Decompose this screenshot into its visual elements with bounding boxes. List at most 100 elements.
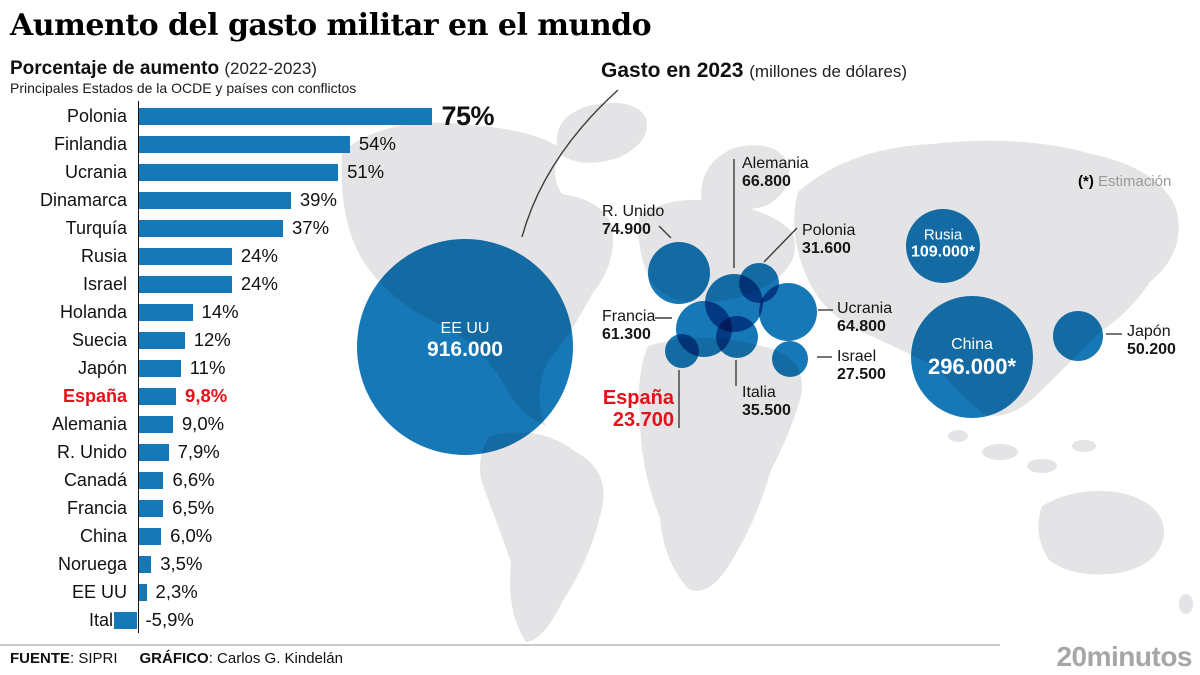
bubble-china	[911, 296, 1033, 418]
bar-canada	[137, 471, 164, 489]
continent-shape	[1038, 490, 1165, 575]
bar-japon	[137, 359, 181, 377]
footer-divider	[0, 644, 1000, 646]
island-shape	[1179, 594, 1193, 614]
island-shape	[1027, 459, 1057, 473]
bar-label-china: China	[79, 526, 127, 546]
bar-chart-heading: Porcentaje de aumento (2022-2023)	[10, 58, 317, 80]
bubble-label-china: China 296.000*	[927, 336, 1017, 379]
title-leader-curve	[521, 89, 619, 238]
bar-chart-axis	[137, 101, 139, 633]
bubble-label-rusia: Rusia 109.000*	[910, 226, 976, 261]
bar-value-r-unido: 7,9%	[177, 441, 220, 462]
bar-espana	[137, 387, 177, 405]
bubble-espana	[665, 334, 699, 368]
map-label-ucrania: Ucrania 64.800	[837, 300, 893, 335]
footer-credits: FUENTE: SIPRI GRÁFICO: Carlos G. Kindelán	[10, 650, 343, 667]
bar-label-holanda: Holanda	[59, 302, 127, 322]
bar-chart-subheading: Principales Estados de la OCDE y países …	[10, 80, 357, 96]
bubble-label-ee-uu: EE UU 916.000	[427, 320, 503, 361]
bar-value-finlandia: 54%	[358, 133, 396, 154]
bar-chart-heading-note: (2022-2023)	[224, 59, 317, 78]
bar-label-alemania: Alemania	[51, 414, 127, 434]
bar-value-holanda: 14%	[201, 301, 239, 322]
bubble-chart-heading-note: (millones de dólares)	[749, 62, 908, 81]
bar-israel	[137, 275, 232, 293]
bar-label-francia: Francia	[66, 498, 127, 518]
bar-value-polonia: 75%	[441, 101, 495, 131]
bar-label-r-unido: R. Unido	[56, 442, 127, 462]
bar-holanda	[137, 303, 193, 321]
bar-label-finlandia: Finlandia	[53, 134, 127, 154]
bar-value-turquia: 37%	[292, 217, 330, 238]
estimation-star: (*)	[1078, 173, 1094, 190]
bar-ucrania	[137, 163, 339, 181]
source-label: FUENTE	[10, 650, 70, 667]
map-label-espana: España 23.700	[602, 387, 674, 431]
bar-rusia	[137, 247, 232, 265]
bar-turquia	[137, 219, 284, 237]
bar-finlandia	[137, 135, 350, 153]
bar-label-dinamarca: Dinamarca	[39, 190, 127, 210]
continent-shape	[701, 145, 790, 211]
page-title: Aumento del gasto militar en el mundo	[10, 8, 652, 43]
island-shape	[982, 444, 1018, 460]
bar-china	[137, 527, 162, 545]
bar-label-japon: Japón	[77, 358, 127, 378]
bar-value-canada: 6,6%	[172, 469, 215, 490]
bubble-ucrania	[759, 283, 817, 341]
bubble-r-unido	[648, 242, 710, 304]
bar-label-turquia: Turquía	[65, 218, 127, 238]
credit-label: GRÁFICO	[139, 650, 209, 667]
bar-value-ucrania: 51%	[347, 161, 385, 182]
estimation-note: (*) Estimación	[1078, 173, 1171, 190]
bar-ee-uu	[137, 583, 147, 601]
bar-label-polonia: Polonia	[66, 106, 127, 126]
source-value: : SIPRI	[70, 650, 118, 667]
bubble-japon	[1053, 311, 1103, 361]
bar-chart-heading-bold: Porcentaje de aumento	[10, 58, 220, 79]
continent-shape	[556, 102, 647, 163]
bar-francia	[137, 499, 164, 517]
bar-italia	[114, 611, 138, 629]
bar-value-china: 6,0%	[170, 525, 213, 546]
map-label-israel: Israel 27.500	[837, 348, 886, 383]
bubble-israel	[772, 341, 808, 377]
bar-dinamarca	[137, 191, 291, 209]
island-shape	[948, 430, 968, 442]
bubble-chart-heading-bold: Gasto en 2023	[601, 59, 744, 82]
continent-shape	[480, 432, 604, 642]
brand-logo: 20minutos	[1056, 641, 1192, 672]
bar-label-noruega: Noruega	[57, 554, 127, 574]
bar-value-israel: 24%	[240, 273, 278, 294]
bar-label-israel: Israel	[82, 274, 127, 294]
bar-label-canada: Canadá	[63, 470, 127, 490]
bar-value-noruega: 3,5%	[160, 553, 203, 574]
bar-value-alemania: 9,0%	[181, 413, 225, 434]
map-label-japon: Japón 50.200	[1127, 323, 1176, 358]
bar-value-dinamarca: 39%	[299, 189, 337, 210]
island-shape	[1072, 440, 1096, 452]
bar-value-espana: 9,8%	[185, 385, 228, 406]
bar-value-italia: -5,9%	[145, 609, 194, 630]
leader-line-polonia	[763, 227, 798, 263]
map-label-italia: Italia 35.500	[742, 384, 791, 419]
bar-label-ucrania: Ucrania	[64, 162, 127, 182]
bubble-chart-heading: Gasto en 2023 (millones de dólares)	[601, 59, 907, 83]
bar-value-rusia: 24%	[240, 245, 278, 266]
bubble-italia	[716, 316, 758, 358]
bar-value-japon: 11%	[189, 357, 226, 378]
bar-value-ee-uu: 2,3%	[155, 581, 198, 602]
bar-value-francia: 6,5%	[172, 497, 215, 518]
bar-label-italia: Italia	[88, 610, 127, 630]
estimation-text: Estimación	[1098, 173, 1172, 190]
bar-r-unido	[137, 443, 169, 461]
bubble-ee-uu	[357, 239, 573, 455]
bubble-rusia	[906, 209, 980, 283]
bar-label-suecia: Suecia	[71, 330, 127, 350]
credit-value: : Carlos G. Kindelán	[208, 650, 343, 667]
bar-polonia	[137, 107, 433, 125]
map-label-francia: Francia 61.300	[602, 308, 656, 343]
